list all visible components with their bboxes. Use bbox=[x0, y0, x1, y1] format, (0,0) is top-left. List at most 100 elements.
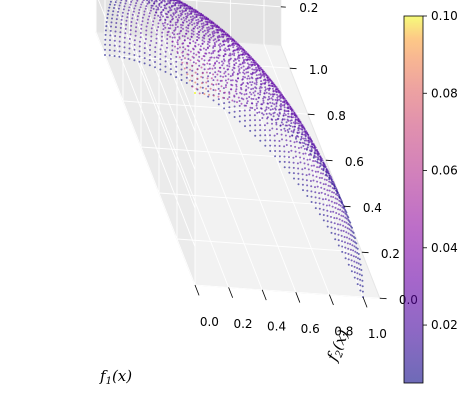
scatter-point bbox=[327, 194, 330, 197]
scatter-point bbox=[147, 18, 150, 21]
scatter-point bbox=[305, 139, 308, 142]
scatter-point bbox=[314, 186, 316, 189]
scatter-point bbox=[179, 30, 182, 33]
scatter-point bbox=[292, 131, 295, 134]
scatter-point bbox=[143, 10, 146, 13]
scatter-point bbox=[119, 31, 122, 34]
scatter-point bbox=[175, 76, 178, 79]
scatter-point bbox=[317, 156, 319, 159]
scatter-point bbox=[333, 185, 336, 188]
scatter-point bbox=[274, 85, 277, 88]
scatter-point bbox=[301, 178, 304, 181]
scatter-point bbox=[307, 168, 310, 171]
scatter-point bbox=[190, 32, 193, 35]
scatter-point bbox=[355, 261, 358, 264]
scatter-point bbox=[137, 12, 140, 14]
scatter-point bbox=[165, 3, 168, 6]
scatter-point bbox=[195, 62, 197, 65]
scatter-point bbox=[235, 92, 238, 95]
scatter-point bbox=[268, 92, 271, 95]
scatter-point bbox=[331, 180, 334, 183]
scatter-point bbox=[174, 4, 177, 7]
scatter-point bbox=[167, 0, 170, 2]
grid-line-z-right bbox=[179, 0, 281, 8]
scatter-point bbox=[248, 96, 251, 98]
scatter-point bbox=[345, 211, 348, 214]
scatter-point bbox=[259, 139, 262, 142]
scatter-point bbox=[349, 243, 352, 245]
scatter-point bbox=[282, 95, 284, 98]
scatter-point bbox=[104, 33, 107, 36]
scatter-point bbox=[241, 78, 244, 81]
scatter-point bbox=[190, 7, 193, 10]
scatter-point bbox=[231, 79, 234, 82]
scatter-point bbox=[181, 42, 184, 45]
scatter-point bbox=[337, 244, 340, 247]
scatter-point bbox=[309, 152, 312, 155]
scatter-point bbox=[212, 45, 215, 48]
scatter-point bbox=[207, 26, 210, 29]
scatter-point bbox=[113, 39, 116, 42]
scatter-point bbox=[322, 214, 325, 216]
scatter-point bbox=[255, 79, 258, 82]
scatter-point bbox=[205, 71, 208, 74]
scatter-point bbox=[278, 111, 281, 114]
scatter-point bbox=[138, 40, 141, 43]
scatter-point bbox=[355, 242, 358, 245]
scatter-point bbox=[278, 91, 281, 94]
scatter-point bbox=[302, 152, 305, 155]
scatter-point bbox=[325, 169, 328, 172]
scatter-point bbox=[130, 21, 133, 23]
scatter-point bbox=[252, 59, 254, 62]
scatter-point bbox=[177, 4, 180, 7]
scatter-point bbox=[228, 58, 231, 61]
scatter-point bbox=[347, 232, 350, 235]
colorbar-ticks: 0.02 0.04 0.06 0.08 0.10 bbox=[423, 9, 458, 332]
scatter-point bbox=[188, 41, 191, 44]
scatter-point bbox=[259, 91, 262, 94]
scatter-point bbox=[237, 72, 239, 75]
scatter-point bbox=[301, 183, 304, 186]
scatter-point bbox=[128, 6, 131, 9]
scatter-point bbox=[182, 46, 185, 49]
scatter-point bbox=[199, 48, 202, 51]
scatter-point bbox=[161, 31, 164, 34]
scatter-point bbox=[338, 196, 341, 199]
scatter-point bbox=[316, 160, 319, 163]
scatter-point bbox=[263, 124, 266, 127]
scatter-point bbox=[204, 23, 207, 26]
scatter-point bbox=[325, 168, 328, 171]
scatter-point bbox=[297, 120, 300, 123]
scatter-point bbox=[207, 35, 210, 37]
scatter-point bbox=[159, 16, 162, 19]
scatter-point bbox=[241, 83, 244, 86]
scatter-point bbox=[212, 64, 215, 67]
scatter-point bbox=[153, 14, 156, 17]
scatter-point bbox=[164, 26, 167, 29]
scatter-point bbox=[301, 141, 304, 144]
scatter-point bbox=[343, 206, 346, 209]
scatter-point bbox=[283, 166, 286, 169]
scatter-point bbox=[335, 212, 338, 214]
scatter-point bbox=[141, 16, 144, 19]
scatter-point bbox=[120, 0, 123, 2]
scatter-point bbox=[259, 93, 261, 96]
scatter-point bbox=[297, 167, 300, 170]
scatter-point bbox=[178, 0, 181, 3]
scatter-point bbox=[266, 122, 269, 125]
scatter-point bbox=[338, 218, 341, 221]
scatter-point bbox=[113, 55, 116, 57]
scatter-point bbox=[186, 37, 189, 40]
scatter-point bbox=[237, 56, 240, 58]
scatter-point bbox=[312, 142, 315, 145]
axes-grid bbox=[95, 0, 380, 299]
scatter-point bbox=[322, 208, 325, 211]
scatter-point bbox=[164, 65, 167, 68]
scatter-point bbox=[293, 125, 296, 128]
scatter-point bbox=[266, 76, 269, 79]
scatter-point bbox=[312, 156, 315, 159]
scatter-point bbox=[274, 150, 277, 152]
scatter-point bbox=[180, 1, 183, 4]
scatter-point bbox=[302, 145, 305, 147]
scatter-point bbox=[217, 50, 220, 53]
